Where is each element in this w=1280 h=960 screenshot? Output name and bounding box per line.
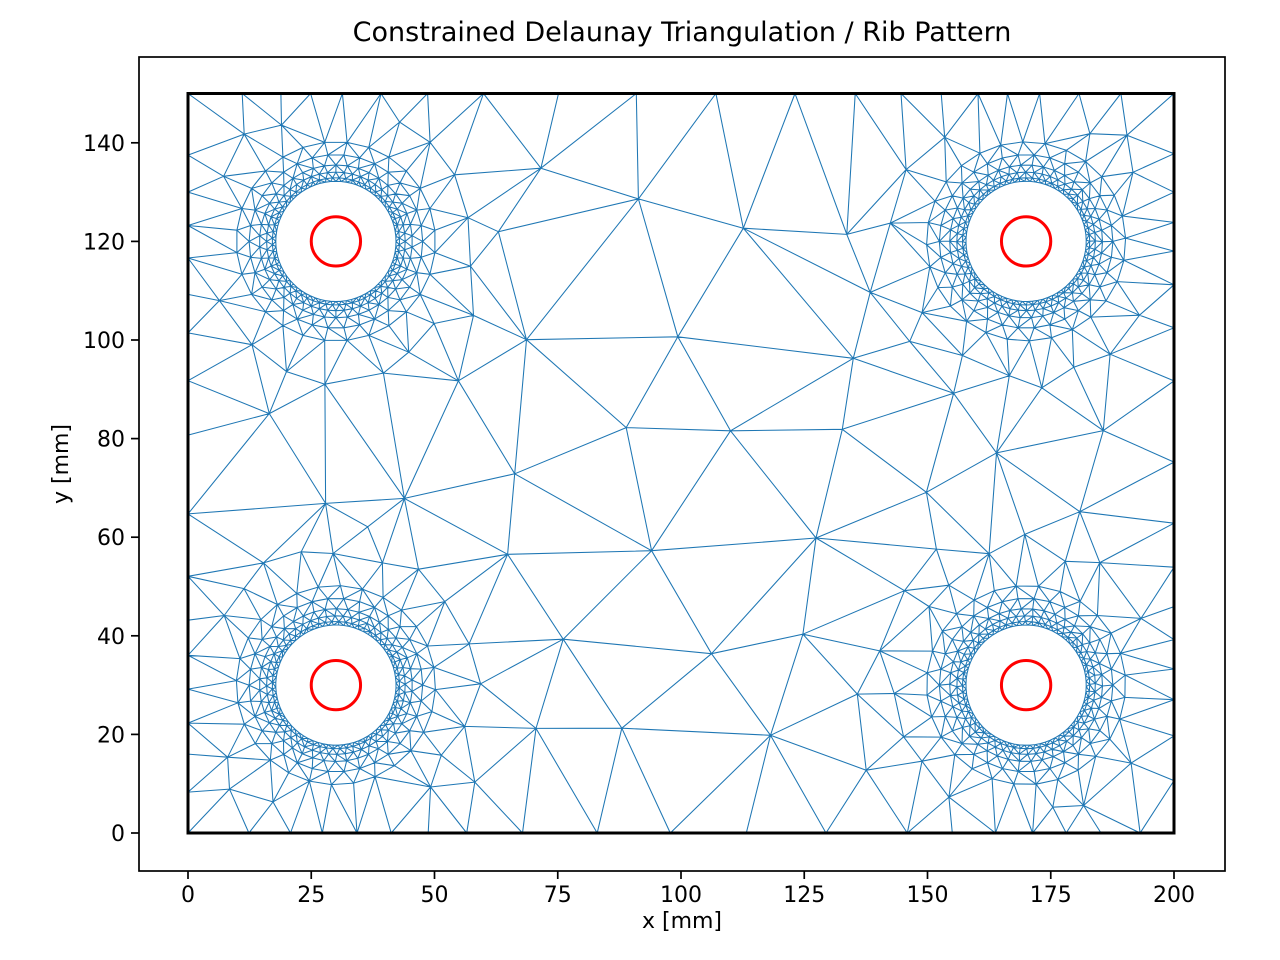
x-tick-label: 75 — [544, 883, 572, 908]
plate-and-pins-layer — [186, 92, 1176, 835]
y-tick-label: 80 — [97, 428, 125, 453]
pin-circle-1 — [999, 215, 1053, 268]
axes-spines — [138, 56, 1226, 872]
plot-title: Constrained Delaunay Triangulation / Rib… — [353, 17, 1012, 48]
x-tick-label: 125 — [783, 883, 825, 908]
y-tick-label: 120 — [83, 230, 125, 255]
x-tick-label: 50 — [421, 883, 449, 908]
x-tick-label: 175 — [1030, 883, 1072, 908]
y-tick-label: 0 — [111, 822, 125, 847]
pin-circle-0 — [309, 215, 363, 268]
pin-circle-2 — [309, 658, 363, 712]
axes-layer: 0 25 50 75 100 125 150 175 200 0 20 40 60 80 100 120 140 — [83, 56, 1226, 908]
y-tick-label: 60 — [97, 526, 125, 551]
x-tick-label: 25 — [297, 883, 325, 908]
y-axis-label: y [mm] — [49, 424, 74, 504]
y-tick-label: 140 — [83, 132, 125, 157]
pin-circle-3 — [999, 658, 1053, 712]
plate-outline — [186, 92, 1176, 835]
x-axis-label: x [mm] — [642, 909, 722, 934]
x-tick-label: 0 — [181, 883, 195, 908]
mesh-edges — [187, 92, 1175, 834]
triangulation-mesh-layer — [187, 92, 1175, 834]
y-tick-label: 20 — [97, 723, 125, 748]
y-tick-label: 40 — [97, 625, 125, 650]
x-tick-label: 150 — [907, 883, 949, 908]
x-tick-label: 100 — [660, 883, 702, 908]
x-tick-label: 200 — [1153, 883, 1195, 908]
y-tick-label: 100 — [83, 329, 125, 354]
